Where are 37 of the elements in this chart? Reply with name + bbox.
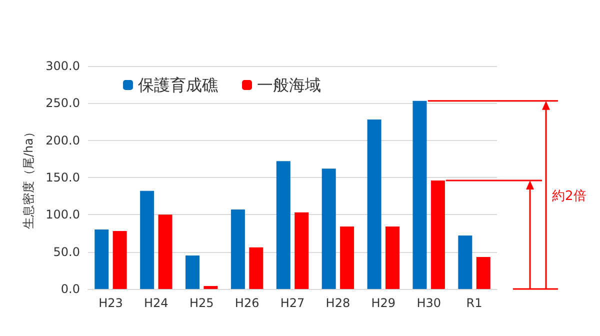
bar	[294, 212, 309, 289]
legend-label: 保護育成礁	[138, 76, 218, 94]
bar	[140, 190, 154, 289]
y-tick-label: 100.0	[46, 208, 80, 222]
x-tick-label: R1	[466, 296, 482, 310]
y-tick-label: 250.0	[46, 96, 80, 110]
x-tick-label: H23	[98, 296, 123, 310]
bar	[385, 226, 400, 289]
x-tick-label: H30	[416, 296, 441, 310]
x-tick-label: H29	[371, 296, 396, 310]
bar	[458, 235, 472, 289]
bar	[412, 100, 427, 289]
bar	[367, 120, 382, 289]
bar	[158, 214, 172, 289]
x-tick-label: H24	[144, 296, 168, 310]
y-tick-label: 50.0	[53, 244, 80, 259]
y-axis-title: 生息密度（尾/ha）	[22, 126, 36, 230]
y-tick-label: 0.0	[60, 282, 80, 296]
bar	[276, 161, 290, 289]
x-tick-label: H25	[189, 296, 214, 310]
bar	[340, 226, 354, 289]
text: 約2倍	[552, 188, 586, 204]
bar	[322, 168, 336, 289]
y-tick-label: 200.0	[46, 133, 80, 148]
y-tick-label: 300.0	[46, 59, 80, 73]
bar	[204, 286, 218, 289]
bar	[112, 231, 127, 289]
x-tick-label: H28	[326, 296, 350, 310]
legend-label: 一般海域	[257, 76, 321, 94]
x-tick-label: H27	[280, 296, 305, 310]
x-tick-label: H26	[234, 296, 260, 310]
bar	[476, 257, 490, 289]
y-tick-label: 150.0	[46, 170, 80, 184]
bar	[186, 256, 200, 289]
bar	[249, 247, 264, 289]
bar	[94, 230, 109, 289]
bar	[230, 209, 245, 289]
